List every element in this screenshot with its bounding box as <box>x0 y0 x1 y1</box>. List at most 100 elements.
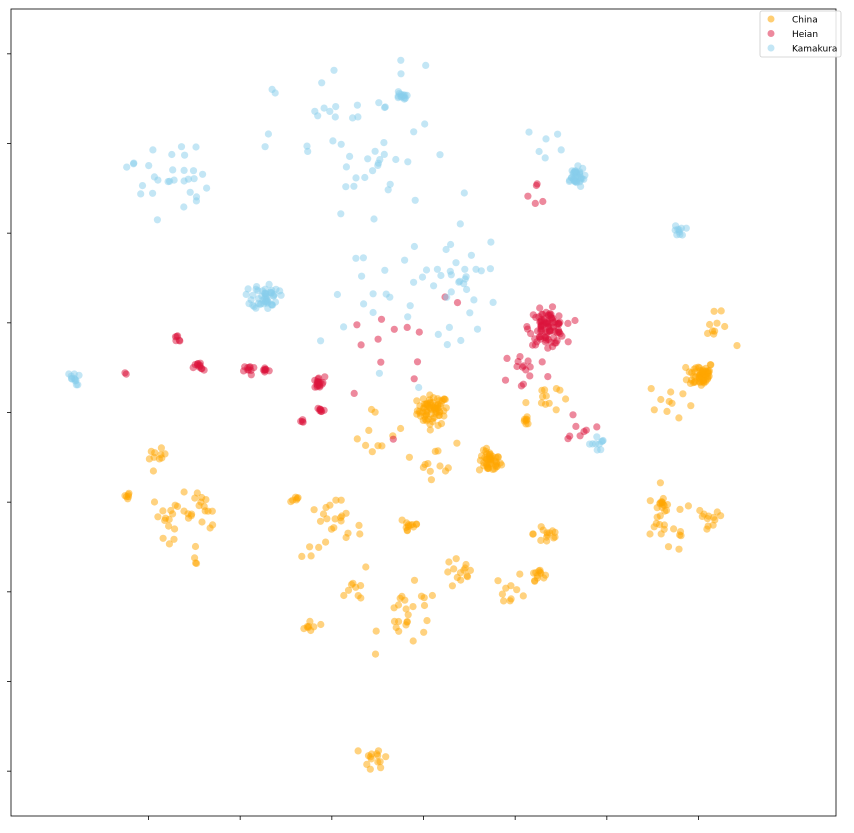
data-point-china <box>552 406 560 414</box>
data-point-china <box>663 407 671 415</box>
data-point-heian <box>320 406 328 414</box>
data-point-kamakura <box>557 146 565 154</box>
data-point-china <box>403 527 411 535</box>
data-point-heian <box>410 375 418 383</box>
data-point-china <box>390 604 398 612</box>
data-point-china <box>317 620 325 629</box>
data-point-china <box>689 379 698 387</box>
data-point-heian <box>555 320 563 328</box>
data-point-china <box>287 498 295 506</box>
data-point-kamakura <box>184 175 192 183</box>
data-point-china <box>442 404 450 412</box>
data-point-china <box>413 397 421 405</box>
series-china <box>121 307 741 773</box>
data-point-kamakura <box>261 143 269 151</box>
data-point-kamakura <box>422 61 430 69</box>
data-point-china <box>191 554 199 562</box>
data-point-china <box>522 399 530 407</box>
data-point-kamakura <box>320 104 328 112</box>
data-point-heian <box>350 389 358 397</box>
data-point-china <box>169 510 177 518</box>
data-point-china <box>708 327 717 335</box>
data-point-heian <box>533 338 541 346</box>
data-point-kamakura <box>457 336 465 345</box>
series-kamakura <box>65 56 690 454</box>
data-point-china <box>698 512 706 521</box>
data-point-china <box>653 504 661 512</box>
data-point-kamakura <box>352 254 360 262</box>
data-point-china <box>444 568 452 576</box>
data-point-kamakura <box>149 146 157 154</box>
data-point-china <box>466 566 474 575</box>
data-point-kamakura <box>430 282 438 290</box>
data-point-china <box>365 426 373 434</box>
data-point-kamakura <box>489 298 497 306</box>
data-point-kamakura <box>462 273 470 281</box>
data-point-china <box>537 523 545 531</box>
data-point-heian <box>377 315 386 323</box>
data-point-china <box>192 559 201 568</box>
data-point-kamakura <box>169 166 177 174</box>
data-point-china <box>209 521 217 529</box>
data-point-kamakura <box>361 173 369 182</box>
data-point-china <box>377 764 385 772</box>
data-point-china <box>494 577 502 585</box>
data-point-china <box>664 543 673 551</box>
data-point-china <box>407 521 415 529</box>
data-point-china <box>154 513 162 521</box>
data-point-heian <box>319 378 327 387</box>
data-point-china <box>307 552 315 560</box>
data-point-china <box>653 513 661 521</box>
data-point-china <box>463 573 472 581</box>
data-point-kamakura <box>541 154 549 162</box>
data-point-china <box>676 528 685 536</box>
data-point-china <box>402 621 410 629</box>
data-point-kamakura <box>401 256 409 264</box>
data-point-kamakura <box>593 433 601 441</box>
data-point-heian <box>531 199 539 207</box>
data-point-china <box>452 555 460 563</box>
legend-label-heian: Heian <box>792 30 818 40</box>
data-point-china <box>165 540 173 548</box>
data-point-heian <box>548 303 557 311</box>
data-point-kamakura <box>452 259 460 267</box>
data-point-china <box>316 517 325 525</box>
data-point-kamakura <box>466 309 474 317</box>
data-point-heian <box>555 312 563 320</box>
data-point-kamakura <box>678 231 687 239</box>
data-point-kamakura <box>447 271 455 279</box>
data-point-kamakura <box>410 278 418 286</box>
data-point-kamakura <box>330 66 338 74</box>
data-point-kamakura <box>199 170 207 178</box>
data-point-china <box>147 447 155 455</box>
data-point-china <box>500 597 508 605</box>
data-point-china <box>323 515 331 523</box>
data-point-heian <box>374 335 382 343</box>
data-point-kamakura <box>542 135 550 143</box>
data-point-china <box>660 521 669 529</box>
data-point-kamakura <box>418 273 427 281</box>
data-point-heian <box>537 323 545 331</box>
data-point-kamakura <box>579 164 587 172</box>
data-point-china <box>536 566 544 574</box>
data-point-kamakura <box>410 128 418 136</box>
data-point-kamakura <box>359 254 367 262</box>
data-point-kamakura <box>473 325 482 333</box>
data-point-kamakura <box>317 337 325 345</box>
data-point-china <box>552 385 561 393</box>
data-point-china <box>551 528 559 536</box>
data-point-kamakura <box>192 143 200 151</box>
data-point-china <box>420 601 429 610</box>
data-point-china <box>332 496 340 504</box>
data-point-china <box>709 521 717 529</box>
data-point-kamakura <box>180 203 188 211</box>
data-point-kamakura <box>525 128 533 136</box>
data-point-china <box>484 464 493 473</box>
legend: China Heian Kamakura <box>759 10 842 58</box>
data-point-china <box>362 441 370 449</box>
data-point-china <box>703 525 711 533</box>
data-point-china <box>453 439 461 447</box>
data-point-kamakura <box>268 85 276 93</box>
data-point-china <box>523 413 531 421</box>
